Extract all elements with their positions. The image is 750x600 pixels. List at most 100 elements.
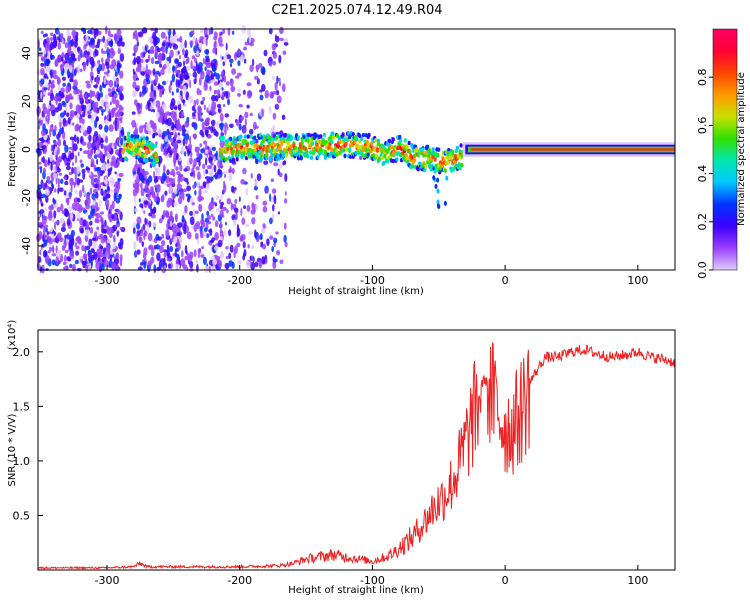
- noise-speck: [192, 112, 196, 117]
- noise-speck: [268, 105, 272, 114]
- noise-speck: [62, 261, 67, 266]
- noise-speck: [168, 84, 172, 94]
- ridge-cell: [235, 157, 239, 162]
- noise-speck: [184, 177, 189, 183]
- noise-speck: [217, 108, 221, 113]
- ridge-cell: [427, 147, 432, 153]
- noise-speck: [93, 84, 99, 89]
- noise-speck: [237, 60, 241, 67]
- noise-speck: [185, 250, 188, 255]
- noise-speck: [107, 186, 110, 192]
- noise-speck: [154, 74, 159, 84]
- noise-speck: [239, 235, 243, 242]
- noise-speck: [176, 171, 181, 176]
- noise-speck: [219, 139, 225, 149]
- noise-speck: [163, 257, 166, 266]
- noise-speck: [180, 111, 184, 119]
- noise-speck: [140, 182, 143, 190]
- noise-speck: [237, 260, 242, 265]
- noise-speck: [107, 173, 110, 177]
- ridge-cell: [403, 138, 407, 143]
- noise-speck: [106, 144, 112, 153]
- noise-speck: [54, 60, 58, 67]
- ridge-cell: [389, 144, 393, 150]
- noise-speck: [220, 202, 225, 206]
- spectrogram-plot: [35, 24, 675, 274]
- noise-speck: [151, 192, 156, 197]
- noise-speck: [225, 221, 227, 226]
- noise-speck: [202, 57, 205, 65]
- noise-speck: [148, 265, 151, 270]
- noise-speck: [183, 85, 187, 94]
- ridge-cell: [391, 158, 395, 164]
- noise-speck: [185, 133, 190, 141]
- noise-speck: [213, 164, 217, 173]
- noise-speck: [256, 238, 259, 243]
- noise-speck: [184, 255, 188, 261]
- ridge-cell: [360, 136, 364, 142]
- noise-speck: [209, 85, 212, 92]
- y-tick-label: 20: [20, 94, 33, 108]
- noise-speck: [155, 35, 158, 44]
- colorbar-tick-label: 0.0: [696, 261, 709, 279]
- noise-speck: [214, 245, 219, 251]
- ridge-cell: [331, 131, 335, 136]
- noise-speck: [141, 124, 147, 129]
- noise-speck: [199, 196, 204, 201]
- noise-speck: [200, 220, 206, 229]
- noise-speck: [175, 140, 178, 150]
- noise-speck: [100, 143, 104, 150]
- noise-speck: [136, 42, 139, 47]
- noise-speck: [97, 38, 101, 44]
- noise-speck: [43, 239, 48, 247]
- noise-speck: [58, 172, 63, 176]
- noise-speck: [194, 210, 199, 214]
- noise-speck: [114, 183, 119, 189]
- noise-speck: [113, 142, 118, 148]
- noise-speck: [94, 167, 100, 172]
- noise-speck: [85, 212, 88, 216]
- ridge-cell: [451, 150, 455, 155]
- noise-speck: [213, 41, 217, 50]
- noise-speck: [238, 103, 243, 108]
- noise-speck: [107, 88, 112, 92]
- noise-speck: [194, 146, 198, 153]
- noise-speck: [228, 173, 233, 182]
- y-tick-label: 2.0: [13, 346, 31, 359]
- noise-speck: [99, 211, 105, 215]
- ridge-cell: [134, 143, 138, 148]
- noise-speck: [271, 75, 276, 81]
- noise-speck: [150, 80, 155, 84]
- noise-speck: [136, 77, 139, 81]
- noise-speck: [225, 81, 230, 86]
- noise-speck: [210, 119, 216, 127]
- noise-speck: [189, 216, 195, 225]
- noise-speck: [42, 167, 47, 174]
- noise-speck: [66, 218, 71, 226]
- ridge-cell: [436, 177, 440, 183]
- noise-speck: [165, 111, 170, 116]
- noise-speck: [184, 40, 187, 49]
- ridge-cell: [366, 152, 370, 157]
- noise-speck: [196, 150, 200, 158]
- noise-speck: [68, 146, 74, 150]
- ridge-cell: [155, 156, 159, 162]
- noise-speck: [113, 192, 116, 202]
- noise-speck: [215, 208, 221, 213]
- noise-speck: [212, 111, 217, 115]
- noise-speck: [272, 51, 277, 59]
- noise-speck: [53, 74, 59, 80]
- noise-speck: [195, 166, 200, 171]
- noise-speck: [65, 94, 71, 103]
- noise-speck: [116, 263, 119, 270]
- ridge-cell: [151, 143, 155, 149]
- noise-speck: [100, 109, 106, 113]
- noise-speck: [88, 238, 93, 247]
- noise-speck: [171, 121, 175, 131]
- noise-speck: [229, 78, 234, 87]
- noise-speck: [234, 51, 237, 61]
- noise-speck: [131, 119, 137, 128]
- ridge-cell: [374, 138, 378, 143]
- noise-speck: [98, 64, 103, 72]
- noise-speck: [236, 224, 239, 232]
